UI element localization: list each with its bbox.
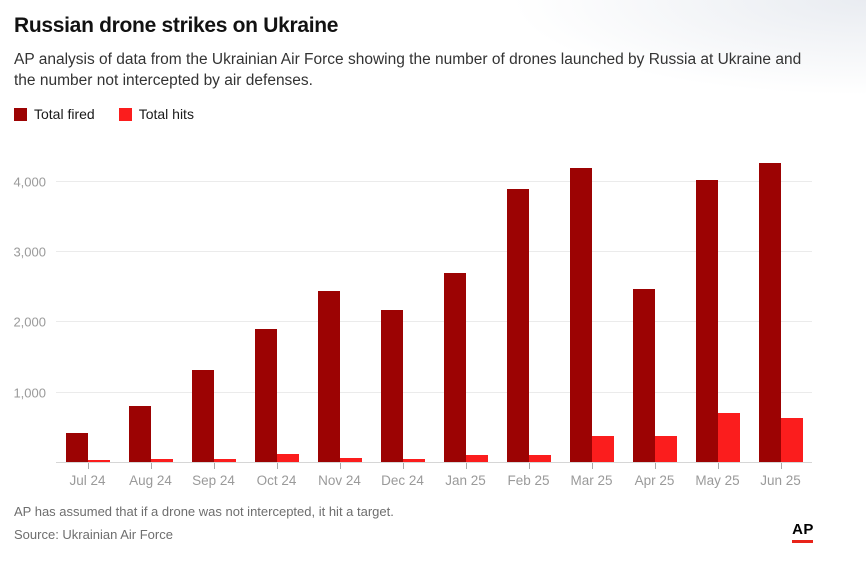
footnote: AP has assumed that if a drone was not i… <box>14 504 394 519</box>
bar-total-fired-oct-24 <box>254 329 277 463</box>
bar-group-jan-25 <box>434 150 497 469</box>
x-tick-label-mar-25: Mar 25 <box>570 473 613 488</box>
x-tick-label-apr-25: Apr 25 <box>634 473 675 488</box>
bar-total-fired-mar-25 <box>569 168 592 463</box>
bar-total-fired-jun-25 <box>758 163 781 463</box>
footer: AP has assumed that if a drone was not i… <box>14 504 852 543</box>
bar-group-jun-25 <box>749 150 812 469</box>
bar-groups <box>56 150 812 469</box>
bar-total-fired-may-25 <box>695 180 718 463</box>
bar-total-hits-aug-24 <box>150 459 173 463</box>
bar-group-dec-24 <box>371 150 434 469</box>
bar-total-hits-may-25 <box>717 413 740 463</box>
bar-total-fired-feb-25 <box>506 189 529 463</box>
bar-total-hits-feb-25 <box>528 455 551 463</box>
legend-label-total-fired: Total fired <box>34 106 95 122</box>
bar-group-aug-24 <box>119 150 182 469</box>
x-tick-label-jun-25: Jun 25 <box>760 473 801 488</box>
x-tick-label-dec-24: Dec 24 <box>381 473 424 488</box>
bar-total-hits-apr-25 <box>654 436 677 463</box>
bar-chart: Jul 24 Aug 24 Sep 24 Oct 24 Nov 24 Dec 24 Jan … <box>0 150 866 488</box>
y-tick-label-1,000: 1,000 <box>13 385 46 401</box>
y-tick-label-3,000: 3,000 <box>13 244 46 260</box>
ap-logo: AP <box>792 521 814 543</box>
bar-group-may-25 <box>686 150 749 469</box>
bar-total-hits-mar-25 <box>591 436 614 463</box>
bar-group-mar-25 <box>560 150 623 469</box>
bar-group-oct-24 <box>245 150 308 469</box>
bar-total-hits-sep-24 <box>213 459 236 463</box>
x-axis-tick-oct-24 <box>276 463 278 469</box>
bar-total-hits-dec-24 <box>402 459 425 463</box>
legend-item-total-hits: Total hits <box>118 106 194 122</box>
bar-group-apr-25 <box>623 150 686 469</box>
bar-total-fired-aug-24 <box>128 406 151 463</box>
x-tick-label-nov-24: Nov 24 <box>318 473 361 488</box>
bar-total-fired-dec-24 <box>380 310 403 463</box>
x-axis-tick-may-25 <box>717 463 719 469</box>
x-tick-label-aug-24: Aug 24 <box>129 473 172 488</box>
x-axis-tick-feb-25 <box>528 463 530 469</box>
x-axis-tick-jan-25 <box>465 463 467 469</box>
gridline-1,000 <box>56 391 812 393</box>
bar-group-jul-24 <box>56 150 119 469</box>
legend-label-total-hits: Total hits <box>138 106 194 122</box>
graphic-container: Russian drone strikes on Ukraine AP anal… <box>0 0 866 122</box>
bar-total-fired-jul-24 <box>65 433 88 463</box>
x-tick-label-may-25: May 25 <box>695 473 740 488</box>
gridline-2,000 <box>56 321 812 323</box>
chart-description: AP analysis of data from the Ukrainian A… <box>14 51 802 89</box>
bar-total-fired-nov-24 <box>317 291 340 463</box>
x-axis-labels: Jul 24 Aug 24 Sep 24 Oct 24 Nov 24 Dec 24 Jan … <box>56 473 812 488</box>
x-axis-tick-dec-24 <box>402 463 404 469</box>
x-axis-tick-aug-24 <box>150 463 152 469</box>
x-tick-label-jul-24: Jul 24 <box>69 473 106 488</box>
x-axis-tick-apr-25 <box>654 463 656 469</box>
x-tick-label-feb-25: Feb 25 <box>507 473 550 488</box>
page-title: Russian drone strikes on Ukraine <box>14 14 339 37</box>
bar-total-fired-jan-25 <box>443 273 466 463</box>
bar-total-fired-sep-24 <box>191 370 214 463</box>
x-axis-tick-jun-25 <box>780 463 782 469</box>
x-tick-label-oct-24: Oct 24 <box>256 473 297 488</box>
ap-logo-text: AP <box>792 521 814 538</box>
gridline-3,000 <box>56 251 812 253</box>
y-axis-labels: 1,000 2,000 3,000 4,000 <box>0 150 46 463</box>
x-axis-line <box>56 462 812 463</box>
plot-area <box>56 150 812 469</box>
x-tick-label-sep-24: Sep 24 <box>192 473 235 488</box>
bar-total-hits-jan-25 <box>465 455 488 463</box>
gridline-4,000 <box>56 180 812 182</box>
bar-total-hits-nov-24 <box>339 458 362 463</box>
x-tick-label-jan-25: Jan 25 <box>445 473 486 488</box>
legend-swatch-total-fired <box>14 107 27 121</box>
bar-total-hits-jun-25 <box>780 418 803 463</box>
x-axis-tick-mar-25 <box>591 463 593 469</box>
legend: Total fired Total hits <box>14 106 852 122</box>
x-axis-tick-nov-24 <box>339 463 341 469</box>
ap-logo-underline <box>792 540 813 543</box>
bar-total-hits-oct-24 <box>276 454 299 463</box>
source-line: Source: Ukrainian Air Force <box>14 527 173 542</box>
bar-group-feb-25 <box>497 150 560 469</box>
x-axis-tick-sep-24 <box>213 463 215 469</box>
legend-swatch-total-hits <box>118 107 132 121</box>
y-tick-label-4,000: 4,000 <box>13 174 46 190</box>
x-axis-tick-jul-24 <box>87 463 89 469</box>
bar-total-hits-jul-24 <box>87 460 110 463</box>
bar-group-sep-24 <box>182 150 245 469</box>
bar-group-nov-24 <box>308 150 371 469</box>
legend-item-total-fired: Total fired <box>14 106 95 122</box>
bar-total-fired-apr-25 <box>632 289 655 463</box>
y-tick-label-2,000: 2,000 <box>13 314 46 330</box>
